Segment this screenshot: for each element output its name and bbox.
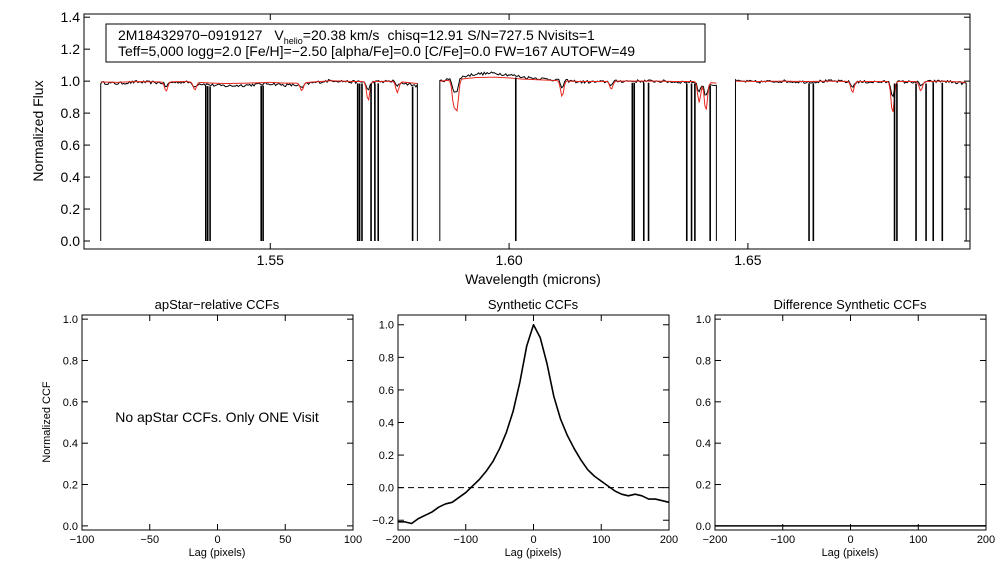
- apstar-xtick-label: −50: [140, 534, 159, 546]
- star-id: 2M18432970−0919127: [118, 27, 263, 43]
- difference-frame: [714, 314, 987, 531]
- spectrum-xtick-label: 1.55: [257, 252, 284, 268]
- spectrum-observed-chip-1: [100, 78, 418, 242]
- info-line-2: Teff=5,000 logg=2.0 [Fe/H]=−2.50 [alpha/…: [118, 43, 635, 59]
- synthetic-ytick-label: 1.0: [379, 320, 394, 332]
- spectrum-ytick-label: 1.4: [61, 9, 81, 25]
- difference-xlabel: Lag (pixels): [822, 547, 879, 559]
- apstar-xlabel: Lag (pixels): [189, 547, 246, 559]
- difference-ytick-label: 0.0: [696, 521, 711, 533]
- spectrum-model-chip-1: [100, 80, 418, 102]
- difference-ytick-label: 1.0: [696, 314, 711, 326]
- difference-ccf-panel: −200 −100 0 100 200 0.0 0.2 0.4 0.6 0.8 1.0 Differ…: [696, 297, 995, 559]
- v-subscript: helio: [284, 36, 303, 46]
- spectrum-ytick-label: 0.8: [61, 105, 81, 121]
- apstar-xtick-label: 50: [279, 534, 291, 546]
- spectrum-ytick-label: 1.0: [61, 73, 81, 89]
- synthetic-ytick-label: 0.4: [379, 417, 394, 429]
- difference-ytick-label: 0.2: [696, 479, 711, 491]
- spectrum-frame: [83, 13, 971, 250]
- synthetic-xtick-label: −200: [386, 534, 411, 546]
- spectrum-observed-chip-3: [734, 78, 967, 242]
- info-box: [105, 23, 706, 63]
- spectrum-xtick-label: 1.60: [495, 252, 522, 268]
- synthetic-ytick-label: 0.2: [379, 450, 394, 462]
- spectrum-panel: 1.55 1.60 1.65 0.0 0.2 0.4 0.6 0.8 1.0 1.2 1.4 2M1…: [30, 9, 971, 287]
- info-line-1: 2M18432970−0919127 Vhelio=20.38 km/s chisq…: [118, 27, 595, 46]
- info-stats: chisq=12.91 S/N=727.5 Nvisits=1: [387, 27, 595, 43]
- apstar-xtick-label: 100: [344, 534, 362, 546]
- synthetic-ccf-panel: −200 −100 0 100 200 −0.2 0.0 0.2 0.4 0.6 0.8 1.0 Sy…: [372, 297, 678, 559]
- difference-title: Difference Synthetic CCFs: [774, 297, 927, 312]
- v-value: =20.38 km/s: [303, 27, 380, 43]
- spectrum-ytick-label: 0.6: [61, 137, 81, 153]
- difference-xtick-label: 0: [847, 534, 853, 546]
- synthetic-xtick-label: −100: [453, 534, 478, 546]
- synthetic-frame: [397, 314, 670, 531]
- spectrum-ytick-label: 0.0: [61, 233, 81, 249]
- apstar-ytick-label: 0.0: [63, 521, 78, 533]
- apstar-ytick-label: 0.8: [63, 355, 78, 367]
- spectrum-xlabel: Wavelength (microns): [465, 271, 601, 287]
- synthetic-xlabel: Lag (pixels): [505, 547, 562, 559]
- synthetic-title: Synthetic CCFs: [488, 297, 579, 312]
- difference-ytick-label: 0.6: [696, 397, 711, 409]
- spectrum-model-chip-3: [735, 80, 967, 113]
- synthetic-ytick-label: 0.8: [379, 352, 394, 364]
- synthetic-ytick-label: 0.6: [379, 385, 394, 397]
- difference-xtick-label: −100: [770, 534, 795, 546]
- spectrum-xtick-label: 1.65: [734, 252, 761, 268]
- spectrum-model-chip-2: [439, 76, 717, 112]
- apstar-ytick-label: 0.2: [63, 479, 78, 491]
- spectrum-ytick-label: 0.2: [61, 201, 81, 217]
- apstar-ylabel: Normalized CCF: [41, 381, 53, 463]
- spectrum-ytick-label: 1.2: [61, 41, 81, 57]
- apstar-ytick-label: 0.4: [63, 438, 78, 450]
- apstar-annotation: No apStar CCFs. Only ONE Visit: [115, 409, 319, 425]
- difference-ytick-label: 0.4: [696, 438, 711, 450]
- difference-xtick-label: 200: [977, 534, 995, 546]
- difference-xtick-label: 100: [909, 534, 927, 546]
- spectrum-ylabel: Normalized Flux: [30, 80, 46, 181]
- difference-ytick-label: 0.8: [696, 355, 711, 367]
- spectrum-observed-chip-2: [439, 71, 717, 242]
- apstar-xtick-label: 0: [214, 534, 220, 546]
- spectrum-ytick-label: 0.4: [61, 169, 81, 185]
- synthetic-xtick-label: 200: [660, 534, 678, 546]
- apstar-ytick-label: 1.0: [63, 314, 78, 326]
- synthetic-xtick-label: 0: [530, 534, 536, 546]
- v-label: V: [274, 27, 284, 43]
- apstar-ccf-panel: −100 −50 0 50 100 0.0 0.2 0.4 0.6 0.8 1.0 apStar−r…: [41, 297, 362, 559]
- apstar-xtick-label: −100: [70, 534, 95, 546]
- synthetic-ytick-label: 0.0: [379, 483, 394, 495]
- synthetic-ytick-label: −0.2: [372, 515, 394, 527]
- difference-xtick-label: −200: [703, 534, 728, 546]
- synthetic-ccf-line: [398, 323, 670, 525]
- apstar-title: apStar−relative CCFs: [155, 297, 280, 312]
- apstar-ytick-label: 0.6: [63, 397, 78, 409]
- synthetic-xtick-label: 100: [592, 534, 610, 546]
